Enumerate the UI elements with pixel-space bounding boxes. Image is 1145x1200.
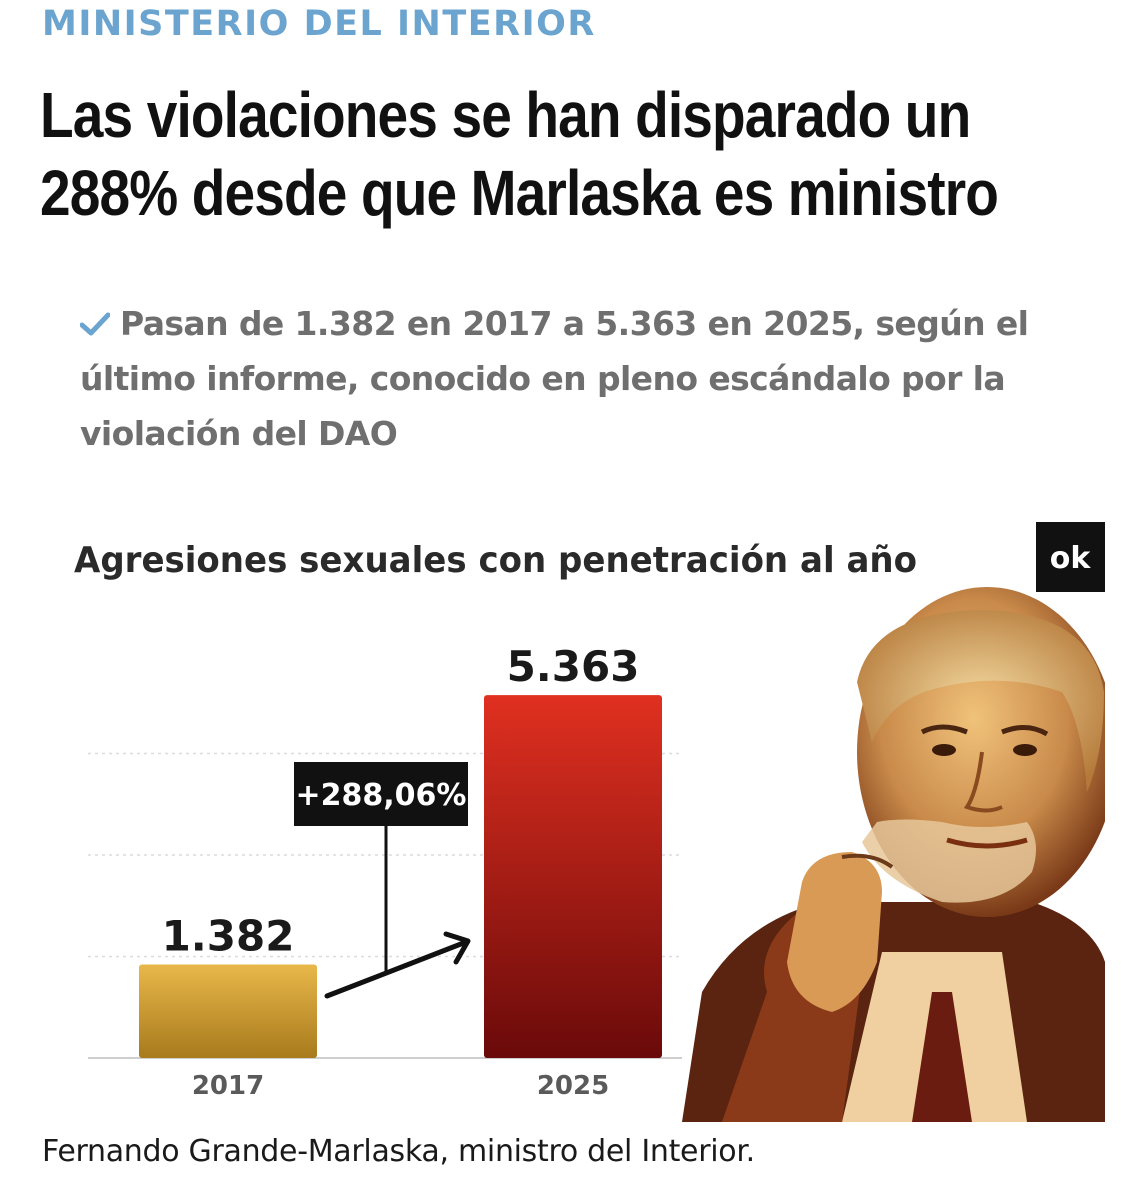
article-figure[interactable]: Agresiones sexuales con penetración al a… xyxy=(42,522,1105,1122)
growth-arrow xyxy=(324,939,469,999)
tick-label-2025: 2025 xyxy=(537,1071,609,1101)
growth-badge xyxy=(294,762,468,826)
bar-2025 xyxy=(484,695,662,1058)
portrait-photo xyxy=(682,587,1105,1122)
bars xyxy=(139,695,662,1058)
growth-annotation: +288,06% xyxy=(294,762,471,999)
headline-line-1: Las violaciones se han disparado un xyxy=(40,79,971,151)
summary-text: Pasan de 1.382 en 2017 a 5.363 en 2025, … xyxy=(80,304,1029,453)
headline-line-2: 288% desde que Marlaska es ministro xyxy=(40,157,999,229)
bar-2017 xyxy=(139,964,317,1058)
chart-title: Agresiones sexuales con penetración al a… xyxy=(74,540,917,581)
ok-logo: ok xyxy=(1036,522,1105,592)
check-icon xyxy=(80,312,110,336)
tick-label-2017: 2017 xyxy=(192,1071,264,1101)
value-label-2017: 1.382 xyxy=(162,911,295,960)
bar-labels: 1.382 2017 5.363 2025 xyxy=(162,642,640,1101)
arrow-head xyxy=(443,931,471,965)
image-caption: Fernando Grande-Marlaska, ministro del I… xyxy=(42,1134,755,1169)
value-label-2025: 5.363 xyxy=(507,642,640,691)
article-headline: Las violaciones se han disparado un 288%… xyxy=(40,76,999,232)
article-summary: Pasan de 1.382 en 2017 a 5.363 en 2025, … xyxy=(80,296,1080,461)
section-label[interactable]: MINISTERIO DEL INTERIOR xyxy=(42,4,596,44)
ok-logo-text: ok xyxy=(1050,541,1092,576)
bar-chart: Agresiones sexuales con penetración al a… xyxy=(74,522,1105,1122)
growth-badge-text: +288,06% xyxy=(296,778,467,813)
